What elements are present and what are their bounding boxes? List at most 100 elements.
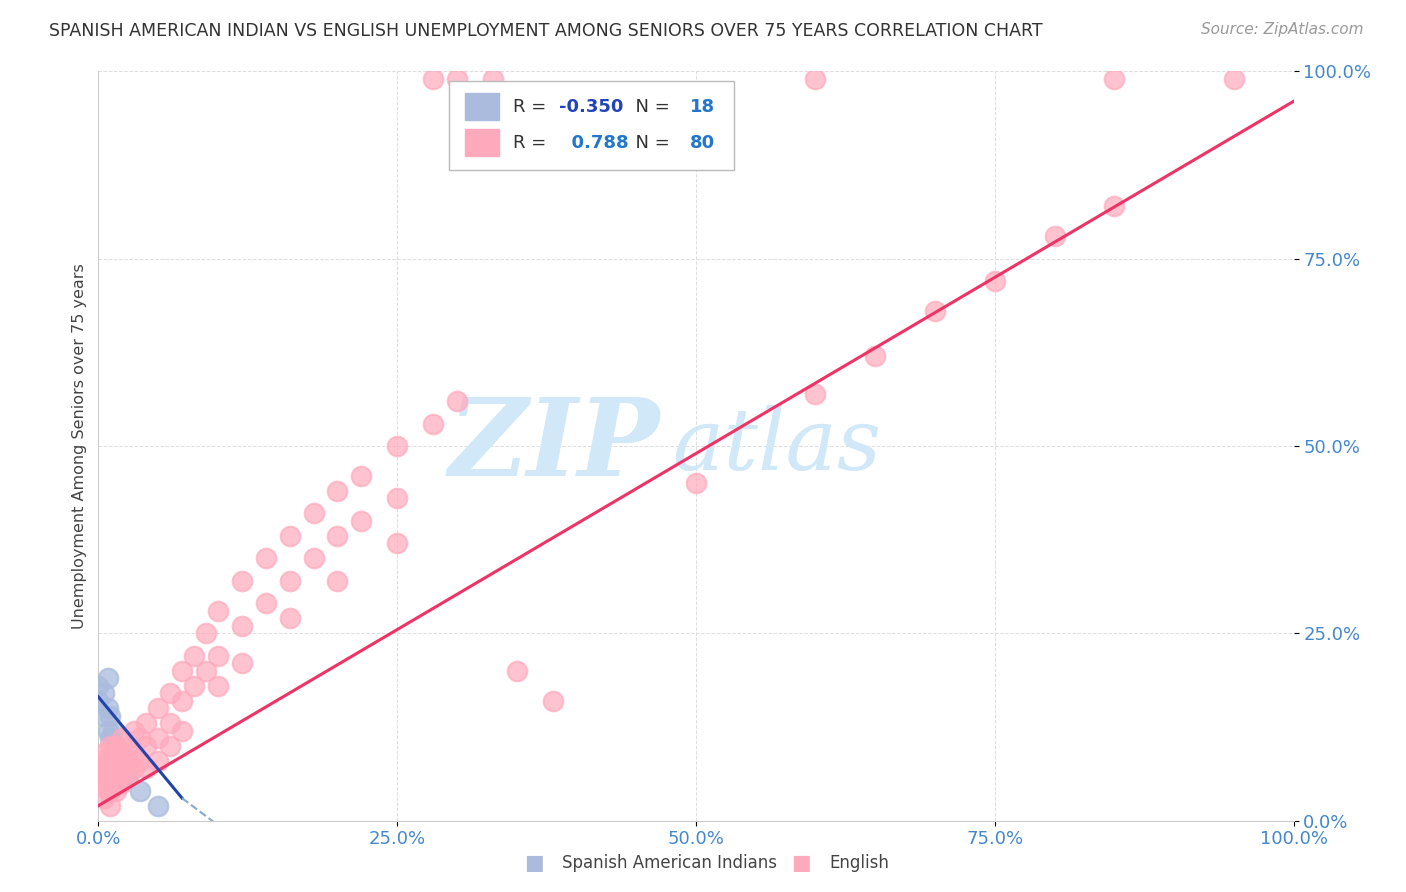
Point bbox=[105, 739, 128, 753]
Point bbox=[93, 686, 115, 700]
Point bbox=[984, 274, 1007, 288]
Point bbox=[111, 761, 134, 775]
Point bbox=[385, 491, 409, 506]
Point bbox=[98, 731, 122, 746]
Point bbox=[98, 754, 122, 768]
Point bbox=[98, 798, 122, 813]
Point bbox=[105, 769, 128, 783]
Text: atlas: atlas bbox=[672, 405, 882, 487]
Point bbox=[117, 769, 139, 783]
Point bbox=[93, 761, 115, 775]
Text: Source: ZipAtlas.com: Source: ZipAtlas.com bbox=[1201, 22, 1364, 37]
Point bbox=[117, 769, 139, 783]
Point bbox=[350, 514, 373, 528]
Point bbox=[159, 739, 181, 753]
Point bbox=[183, 679, 205, 693]
Point bbox=[350, 469, 373, 483]
Point bbox=[97, 723, 120, 738]
Point bbox=[101, 761, 124, 775]
Text: ■: ■ bbox=[792, 854, 811, 873]
Point bbox=[101, 723, 124, 738]
Point bbox=[87, 694, 110, 708]
Point bbox=[108, 776, 131, 790]
Text: R =: R = bbox=[513, 134, 553, 152]
Point bbox=[98, 769, 122, 783]
FancyBboxPatch shape bbox=[465, 129, 499, 155]
Point bbox=[97, 671, 120, 685]
Point bbox=[231, 657, 253, 671]
Point bbox=[108, 761, 131, 775]
Point bbox=[97, 769, 120, 783]
Point bbox=[124, 723, 146, 738]
Point bbox=[1043, 229, 1066, 244]
Point bbox=[1104, 71, 1126, 86]
Point bbox=[105, 739, 128, 753]
Point bbox=[804, 386, 827, 401]
Point bbox=[207, 679, 229, 693]
Text: 18: 18 bbox=[690, 97, 716, 116]
Point bbox=[91, 761, 114, 775]
Point bbox=[93, 776, 115, 790]
Point bbox=[97, 754, 120, 768]
Point bbox=[422, 417, 444, 431]
Point bbox=[207, 648, 229, 663]
Point bbox=[93, 708, 115, 723]
Point bbox=[98, 754, 122, 768]
Point bbox=[148, 798, 170, 813]
Point bbox=[135, 716, 157, 731]
Point bbox=[87, 679, 110, 693]
Point bbox=[101, 746, 124, 760]
Text: N =: N = bbox=[624, 97, 676, 116]
Text: ZIP: ZIP bbox=[449, 393, 661, 499]
Point bbox=[254, 551, 277, 566]
Text: R =: R = bbox=[513, 97, 553, 116]
Point bbox=[135, 761, 157, 775]
Point bbox=[135, 739, 157, 753]
Point bbox=[124, 746, 146, 760]
Point bbox=[108, 746, 131, 760]
Text: 0.788: 0.788 bbox=[558, 134, 628, 152]
Point bbox=[207, 604, 229, 618]
Point bbox=[1223, 71, 1246, 86]
Text: SPANISH AMERICAN INDIAN VS ENGLISH UNEMPLOYMENT AMONG SENIORS OVER 75 YEARS CORR: SPANISH AMERICAN INDIAN VS ENGLISH UNEMP… bbox=[49, 22, 1043, 40]
Point bbox=[101, 776, 124, 790]
Point bbox=[183, 648, 205, 663]
Point bbox=[98, 783, 122, 797]
Point bbox=[111, 731, 134, 746]
Text: ■: ■ bbox=[524, 854, 544, 873]
Point bbox=[105, 783, 128, 797]
Point bbox=[1104, 199, 1126, 213]
FancyBboxPatch shape bbox=[449, 81, 734, 170]
Point bbox=[172, 723, 194, 738]
Point bbox=[422, 71, 444, 86]
Point bbox=[105, 761, 128, 775]
Y-axis label: Unemployment Among Seniors over 75 years: Unemployment Among Seniors over 75 years bbox=[72, 263, 87, 629]
Point bbox=[97, 783, 120, 797]
Point bbox=[172, 664, 194, 678]
Point bbox=[148, 701, 170, 715]
Point bbox=[231, 574, 253, 588]
Point bbox=[97, 701, 120, 715]
Point bbox=[93, 746, 115, 760]
Point bbox=[98, 739, 122, 753]
Point bbox=[105, 754, 128, 768]
Point bbox=[302, 551, 325, 566]
Point bbox=[159, 686, 181, 700]
Point bbox=[87, 769, 110, 783]
Point bbox=[87, 754, 110, 768]
Point bbox=[278, 611, 301, 625]
Point bbox=[124, 761, 146, 775]
Text: N =: N = bbox=[624, 134, 676, 152]
Point bbox=[111, 754, 134, 768]
Point bbox=[117, 739, 139, 753]
Point bbox=[685, 476, 707, 491]
Point bbox=[159, 716, 181, 731]
Point bbox=[924, 304, 946, 318]
Point bbox=[195, 626, 218, 640]
Point bbox=[278, 574, 301, 588]
Point bbox=[326, 529, 349, 543]
Text: English: English bbox=[830, 855, 890, 872]
Point bbox=[278, 529, 301, 543]
Point bbox=[481, 71, 505, 86]
Point bbox=[446, 394, 468, 409]
